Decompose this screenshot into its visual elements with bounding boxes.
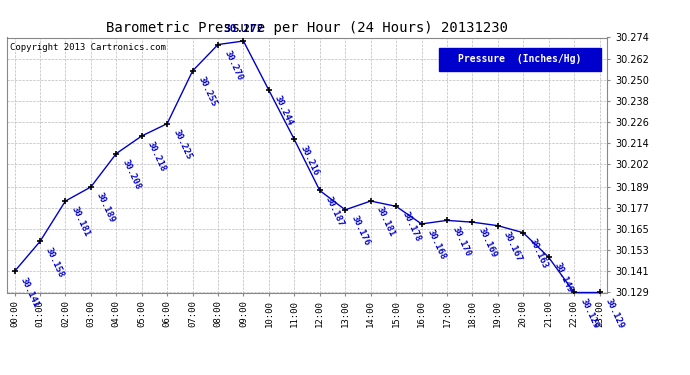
Text: 30.244: 30.244 xyxy=(273,94,295,128)
Text: 30.141: 30.141 xyxy=(19,276,41,309)
Text: 30.169: 30.169 xyxy=(477,226,498,260)
FancyBboxPatch shape xyxy=(439,48,601,70)
Text: 30.272: 30.272 xyxy=(223,24,264,34)
Title: Barometric Pressure per Hour (24 Hours) 20131230: Barometric Pressure per Hour (24 Hours) … xyxy=(106,21,508,35)
Text: 30.176: 30.176 xyxy=(349,214,371,247)
Text: 30.218: 30.218 xyxy=(146,140,168,173)
Text: 30.158: 30.158 xyxy=(44,246,66,279)
Text: 30.181: 30.181 xyxy=(375,205,397,238)
Text: 30.149: 30.149 xyxy=(553,261,575,294)
Text: 30.168: 30.168 xyxy=(426,228,448,261)
Text: 30.167: 30.167 xyxy=(502,230,524,263)
Text: 30.270: 30.270 xyxy=(222,49,244,82)
Text: 30.178: 30.178 xyxy=(400,210,422,243)
Text: 30.255: 30.255 xyxy=(197,75,219,108)
Text: 30.129: 30.129 xyxy=(604,297,626,330)
Text: 30.216: 30.216 xyxy=(299,144,320,177)
Text: 30.208: 30.208 xyxy=(121,158,142,191)
Text: Pressure  (Inches/Hg): Pressure (Inches/Hg) xyxy=(458,54,582,64)
Text: 30.189: 30.189 xyxy=(95,191,117,224)
Text: 30.225: 30.225 xyxy=(171,128,193,161)
Text: 30.181: 30.181 xyxy=(70,205,91,238)
Text: 30.163: 30.163 xyxy=(527,237,549,270)
Text: 30.170: 30.170 xyxy=(451,225,473,258)
Text: 30.187: 30.187 xyxy=(324,195,346,228)
Text: 30.129: 30.129 xyxy=(578,297,600,330)
Text: Copyright 2013 Cartronics.com: Copyright 2013 Cartronics.com xyxy=(10,43,166,52)
